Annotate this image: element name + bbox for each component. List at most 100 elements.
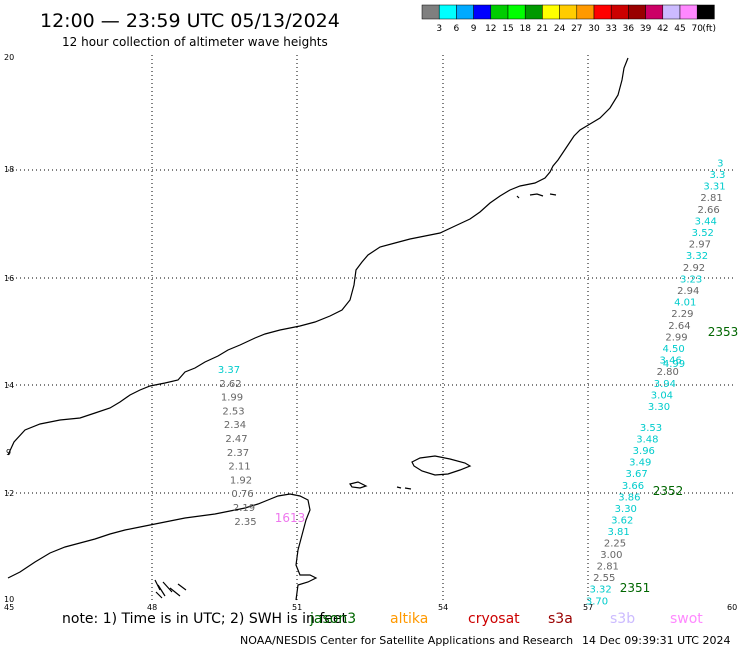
wave-height-value: 2.53	[222, 406, 244, 417]
map-subtitle: 12 hour collection of altimeter wave hei…	[62, 35, 328, 49]
wave-height-value: 1.99	[221, 393, 243, 404]
legend-label: 3	[436, 24, 442, 34]
wave-height-value: 2.47	[225, 434, 247, 445]
wave-height-value: 2.34	[224, 420, 246, 431]
legend-label: 42	[657, 24, 668, 34]
wave-height-value: 3.81	[607, 527, 629, 538]
legend-label: 15	[502, 24, 513, 34]
wave-height-value: 2.64	[668, 321, 690, 332]
wave-height-value: 3.53	[640, 423, 662, 434]
x-tick-57: 57	[583, 603, 593, 612]
y-tick-16: 16	[4, 274, 14, 283]
footer-credit: NOAA/NESDIS Center for Satellite Applica…	[240, 634, 574, 647]
legend-swatch	[542, 4, 560, 20]
legend-label: 39	[640, 24, 652, 34]
legend-swatch	[559, 4, 578, 20]
legend-swatch	[473, 4, 492, 20]
note-row: note: 1) Time is in UTC; 2) SWH is in fe…	[62, 611, 347, 627]
sat-jason3: jason3	[310, 611, 357, 627]
legend-swatch	[576, 4, 595, 20]
color-legend: 3 6 9 12 15 18 21 24 27 30 33 36 39 42 45 70 (ft)	[421, 4, 716, 34]
wave-height-value: 4.50	[662, 344, 684, 355]
wave-height-value: 2.97	[689, 240, 711, 251]
sat-swot: swot	[670, 611, 703, 627]
wave-height-value: 2.37	[227, 448, 249, 459]
wave-height-value: 2.62	[219, 379, 241, 390]
wave-height-value: 3.86	[618, 492, 640, 503]
sat-s3b: s3b	[610, 611, 636, 627]
coastline-somalia	[7, 493, 318, 601]
orbit-label-1613: 1613	[275, 511, 306, 525]
coastline-socotra	[411, 455, 472, 476]
legend-label: 70	[691, 24, 703, 34]
wave-height-value: 3.31	[703, 182, 725, 193]
y-axis-ticks: 10 12 14 16 18 20 9	[4, 53, 14, 604]
wave-height-value: 2.11	[228, 462, 250, 473]
legend-swatch	[645, 4, 664, 20]
wave-height-value: 3.37	[218, 365, 240, 376]
wave-height-value: 2.80	[657, 367, 679, 378]
legend-label: 36	[623, 24, 635, 34]
y-tick-18: 18	[4, 165, 14, 174]
sat-cryosat: cryosat	[468, 611, 520, 627]
wave-height-value: 2.81	[700, 193, 722, 204]
x-tick-45: 45	[4, 603, 14, 612]
coastline-islet-5	[529, 193, 544, 197]
wave-height-value: 4.01	[674, 298, 696, 309]
coastline-islet-1	[349, 481, 368, 489]
legend-label: 6	[454, 24, 460, 34]
wave-height-value: 3.30	[648, 402, 670, 413]
wave-height-value: 2.66	[698, 205, 720, 216]
wave-height-value: 3.3	[709, 170, 725, 181]
wave-height-value: 3.66	[622, 481, 644, 492]
coastline-islet-3	[404, 487, 412, 490]
legend-label: 24	[554, 24, 566, 34]
legend-swatch	[593, 4, 612, 20]
wave-height-value: 3.46	[660, 356, 682, 367]
legend-swatch	[610, 4, 629, 20]
coastline-islet-2	[396, 486, 402, 489]
footer-timestamp: 14 Dec 09:39:31 UTC 2024	[582, 634, 731, 647]
wave-height-value: 3.32	[686, 251, 708, 262]
wave-height-value: 2.19	[233, 503, 255, 514]
wave-height-value: 3.52	[692, 228, 714, 239]
legend-label: 30	[588, 24, 600, 34]
sat-s3a: s3a	[548, 611, 573, 627]
legend-swatch	[524, 4, 543, 20]
map-title: 12:00 — 23:59 UTC 05/13/2024	[40, 10, 340, 32]
wave-height-value: 2.92	[683, 263, 705, 274]
x-axis-ticks: 45 48 51 54 57 60	[4, 603, 737, 612]
wave-height-value: 3.49	[629, 458, 651, 469]
y-tick-20: 20	[4, 53, 14, 62]
note-text: note: 1) Time is in UTC; 2) SWH is in fe…	[62, 611, 348, 627]
legend-swatch	[507, 4, 526, 20]
legend-label: (ft)	[702, 24, 716, 34]
y-tick-10: 10	[4, 595, 14, 604]
coastline-islet-4	[516, 195, 520, 199]
legend-swatch	[696, 4, 715, 20]
legend-swatch	[456, 4, 474, 20]
legend-label: 27	[571, 24, 582, 34]
wave-height-value: 3.44	[695, 216, 717, 227]
wave-height-value: 3.32	[589, 585, 611, 596]
coastline	[7, 57, 629, 601]
x-tick-48: 48	[147, 603, 157, 612]
orbit-label-2353: 2353	[708, 325, 739, 339]
legend-label: 33	[605, 24, 616, 34]
wave-height-value: 3.67	[625, 469, 647, 480]
wave-height-value: 2.25	[604, 539, 626, 550]
wave-height-value: 2.55	[593, 573, 615, 584]
coastline-arabia-oman	[7, 57, 629, 456]
wave-height-value: 3.00	[600, 550, 622, 561]
y-tick-14: 14	[4, 381, 14, 390]
legend-swatch	[421, 4, 440, 20]
legend-swatch	[662, 4, 681, 20]
x-tick-54: 54	[438, 603, 448, 612]
legend-swatch	[679, 4, 698, 20]
x-tick-60: 60	[727, 603, 737, 612]
legend-label: 12	[485, 24, 496, 34]
coastline-horn-lines	[154, 579, 187, 599]
legend-label: 9	[471, 24, 477, 34]
wave-height-value: 2.35	[234, 517, 256, 528]
legend-swatch	[490, 4, 509, 20]
